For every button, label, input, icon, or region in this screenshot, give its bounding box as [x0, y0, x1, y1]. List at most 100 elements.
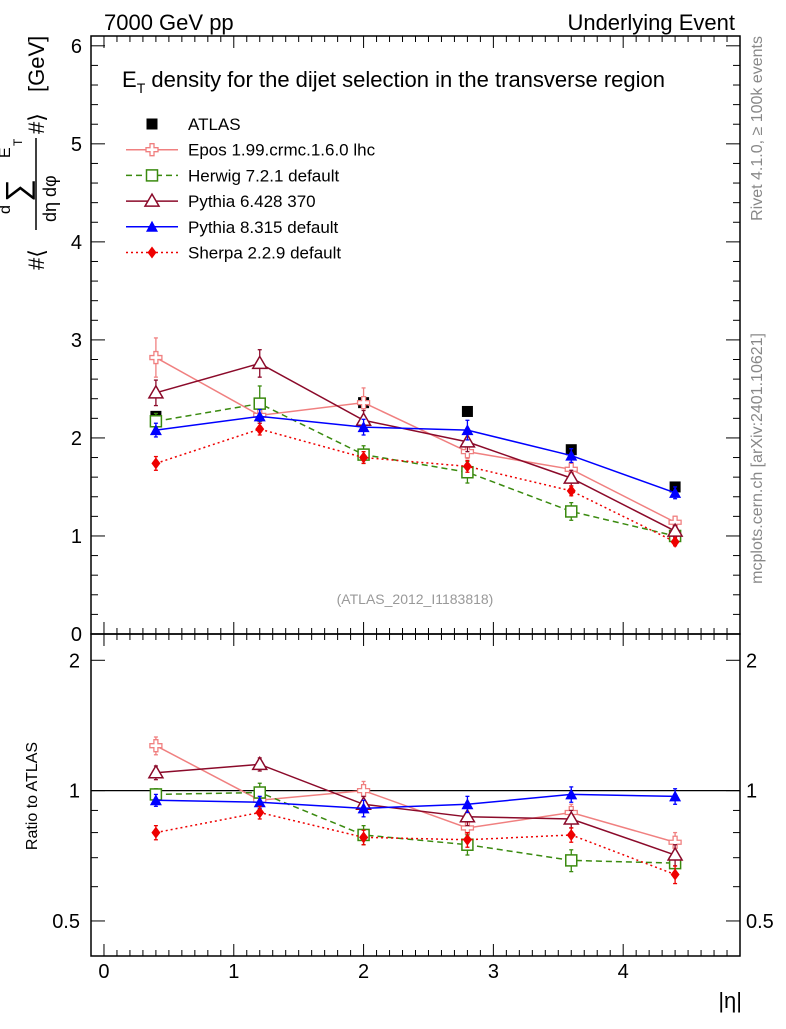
- y-tick-label: 6: [71, 36, 82, 58]
- main-data-point: [253, 397, 266, 410]
- main-data-point: [562, 469, 580, 484]
- ratio-data-point: [357, 802, 370, 814]
- ylabel-denominator: dη dφ: [40, 175, 60, 222]
- main-series-line-5: [155, 428, 676, 543]
- ratio-data-point: [459, 808, 476, 823]
- y-axis-label: #⟨ d ∑ E T dη dφ #⟩ [GeV]: [0, 36, 60, 270]
- ratio-y-tick-label-right: 2: [746, 650, 757, 672]
- axes-layer: 0 1 2 3 4 0 1 2 3 4 5 6 0.5 0.5 1 1 2 2: [52, 35, 774, 983]
- main-data-point: [565, 505, 578, 518]
- ylabel-t: T: [11, 138, 25, 146]
- x-tick-label: 1: [228, 961, 239, 983]
- ratio-data-point-shape: [356, 783, 371, 798]
- ratio-y-tick-label-right: 1: [746, 781, 757, 803]
- ratio-data-point: [670, 868, 680, 881]
- y-tick-label: 0: [71, 624, 82, 646]
- ratio-data-point: [565, 854, 578, 867]
- header-left: 7000 GeV pp: [104, 10, 234, 35]
- legend-label-3: Pythia 6.428 370: [188, 192, 316, 211]
- y-tick-label: 5: [71, 134, 82, 156]
- rivet-label: Rivet 4.1.0, ≥ 100k events: [749, 36, 766, 221]
- ylabel-e: E: [0, 147, 14, 158]
- ratio-data-point: [668, 835, 682, 849]
- data-layer: [147, 337, 684, 885]
- main-data-point: [565, 449, 578, 461]
- y-tick-label: 1: [71, 526, 82, 548]
- legend-label-5: Sherpa 2.2.9 default: [188, 244, 341, 263]
- ratio-data-point: [666, 846, 684, 861]
- ratio-data-point: [461, 798, 474, 810]
- title-e: E: [122, 67, 137, 92]
- main-data-point: [147, 384, 165, 399]
- legend: ATLAS Epos 1.99.crmc.1.6.0 lhc Herwig 7.2.…: [126, 115, 376, 263]
- main-data-point: [151, 457, 161, 470]
- legend-label-1: Epos 1.99.crmc.1.6.0 lhc: [188, 141, 376, 160]
- main-data-point: [462, 460, 472, 473]
- ylabel-prefix: #⟨: [24, 249, 49, 270]
- ratio-data-point: [147, 764, 165, 779]
- ratio-y-tick-label-left: 0.5: [52, 911, 80, 933]
- main-data-point: [359, 451, 369, 464]
- main-data-point: [255, 423, 265, 436]
- legend-marker-5: [147, 246, 157, 259]
- analysis-id: (ATLAS_2012_I1183818): [337, 591, 494, 607]
- ratio-y-tick-label-left: 1: [69, 781, 80, 803]
- ratio-data-point-shape: [668, 835, 682, 849]
- title-sub-t: T: [137, 80, 146, 96]
- main-data-point: [669, 486, 682, 498]
- plot-title: ET density for the dijet selection in th…: [122, 67, 665, 96]
- y-tick-label: 4: [71, 232, 82, 254]
- main-data-point: [251, 354, 269, 370]
- legend-marker-1: [145, 143, 159, 157]
- main-data-point: [459, 433, 476, 448]
- ratio-y-tick-label-left: 2: [69, 650, 80, 672]
- x-tick-label: 0: [98, 961, 109, 983]
- ratio-data-point-shape: [149, 739, 163, 753]
- ratio-data-point: [151, 826, 161, 839]
- legend-marker-2: [145, 169, 159, 182]
- ylabel-sum: ∑: [0, 179, 35, 202]
- ratio-data-point: [149, 739, 163, 753]
- x-tick-label: 4: [618, 961, 629, 983]
- legend-marker-4: [146, 220, 158, 232]
- y-tick-label: 3: [71, 330, 82, 352]
- main-series-line-1: [155, 356, 676, 523]
- main-data-point-shape: [356, 395, 371, 410]
- main-data-point: [461, 424, 474, 436]
- title-rest: density for the dijet selection in the t…: [145, 67, 665, 92]
- ylabel-d: d: [0, 205, 14, 214]
- x-tick-label: 3: [488, 961, 499, 983]
- main-data-point: [149, 424, 162, 436]
- main-series-line-4: [155, 415, 676, 494]
- y-tick-label: 2: [71, 428, 82, 450]
- main-data-point: [357, 421, 370, 433]
- main-data-point: [253, 410, 266, 422]
- mcplots-label: mcplots.cern.ch [arXiv:2401.10621]: [749, 333, 766, 584]
- ratio-data-point: [255, 806, 265, 819]
- ratio-series-line-0: [155, 745, 676, 843]
- ylabel-unit: [GeV]: [24, 36, 49, 92]
- header-right: Underlying Event: [567, 10, 735, 35]
- main-data-point-shape: [149, 350, 163, 365]
- ratio-series-line-2: [155, 763, 676, 856]
- legend-marker-3: [143, 192, 161, 207]
- legend-marker-1-shape: [145, 143, 159, 157]
- x-tick-label: 2: [358, 961, 369, 983]
- ratio-series-line-1: [155, 791, 676, 864]
- ratio-series-line-3: [155, 793, 676, 810]
- ratio-data-point: [566, 828, 576, 841]
- main-data-point: [149, 350, 163, 365]
- main-series-line-2: [155, 402, 676, 537]
- ylabel-hash: #⟩: [24, 113, 49, 134]
- ratio-data-point: [562, 810, 580, 825]
- ratio-data-point: [462, 833, 472, 846]
- legend-marker-0: [146, 118, 158, 130]
- ratio-data-point: [149, 794, 162, 806]
- ratio-data-point: [251, 755, 269, 771]
- ratio-y-label: Ratio to ATLAS: [24, 742, 41, 850]
- ratio-series-line-4: [155, 811, 676, 876]
- main-data-point: [566, 484, 576, 497]
- ratio-data-point: [253, 796, 266, 808]
